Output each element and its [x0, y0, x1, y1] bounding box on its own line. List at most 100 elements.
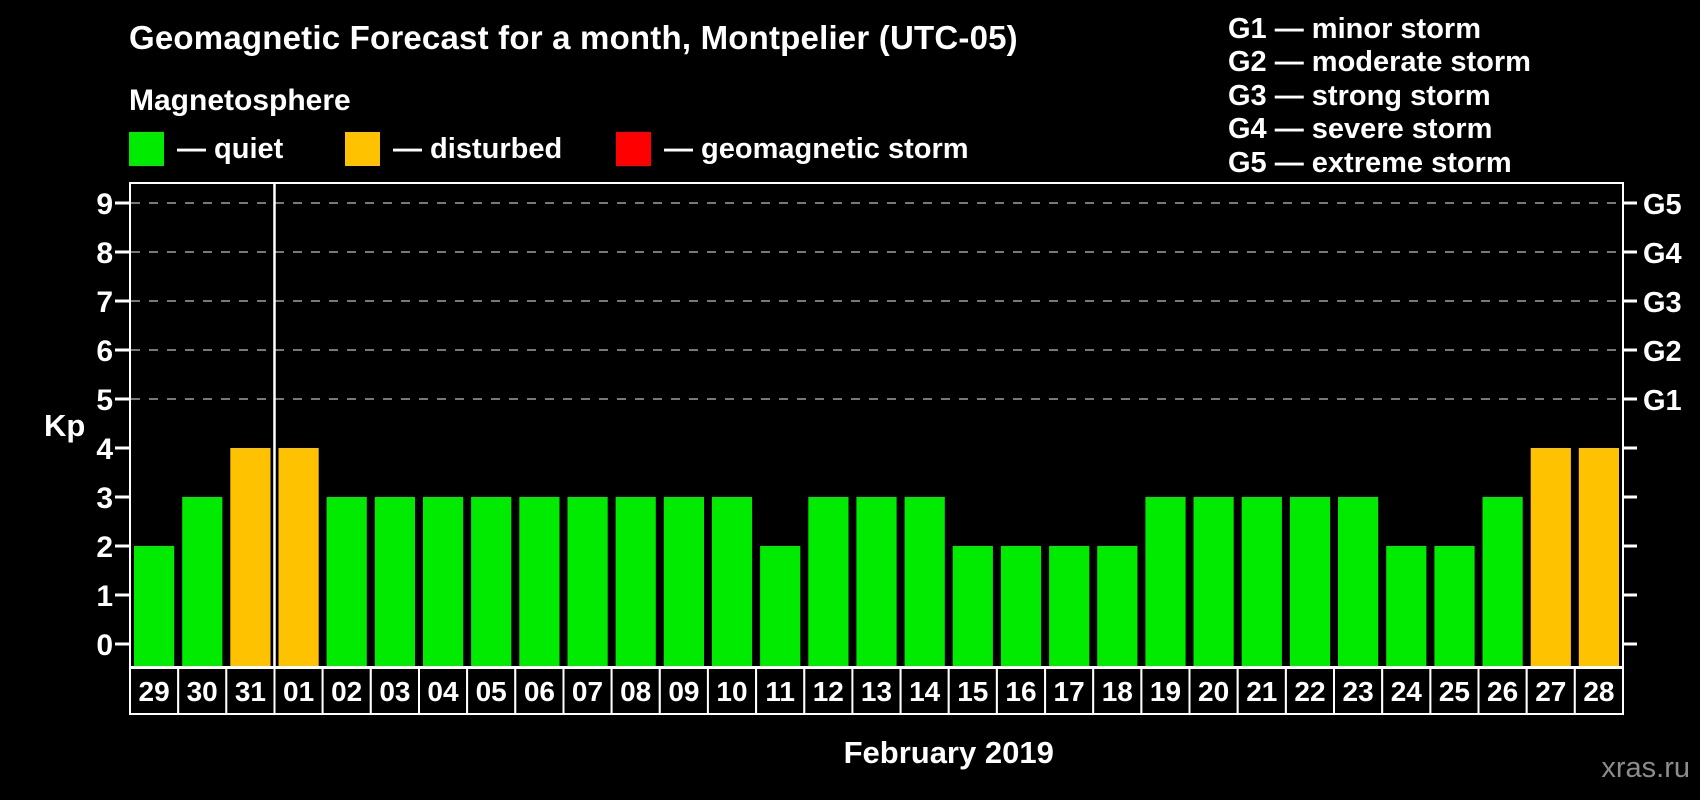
y-axis-title: Kp — [44, 408, 85, 443]
quiet-color-swatch — [129, 132, 164, 166]
kp-bar-day-31 — [230, 448, 271, 666]
day-label: 16 — [1005, 676, 1036, 707]
kp-bar-day-11 — [760, 546, 801, 666]
kp-bar-day-28 — [1578, 448, 1619, 666]
kp-bar-day-25 — [1434, 546, 1475, 666]
day-cell — [610, 667, 661, 715]
day-label: 21 — [1246, 676, 1277, 707]
y-tick-label: 8 — [96, 237, 113, 270]
day-label: 02 — [331, 676, 362, 707]
day-cell — [1573, 667, 1625, 715]
right-axis-label-G4: G4 — [1643, 238, 1682, 270]
right-axis-label-G3: G3 — [1643, 287, 1682, 319]
kp-bar-day-01 — [278, 448, 319, 666]
legend-item-label: — quiet — [177, 132, 284, 165]
day-cell — [418, 667, 469, 715]
chart-title: Geomagnetic Forecast for a month, Montpe… — [129, 19, 1018, 56]
day-cell — [803, 667, 854, 715]
day-label: 09 — [668, 676, 699, 707]
day-label: 27 — [1535, 676, 1566, 707]
day-label: 29 — [139, 676, 170, 707]
kp-bar-day-23 — [1338, 497, 1379, 666]
day-label: 24 — [1391, 676, 1423, 707]
day-label: 30 — [187, 676, 218, 707]
day-cell — [177, 667, 228, 715]
day-label: 08 — [620, 676, 651, 707]
g-scale-legend: G1 — minor storm G2 — moderate storm G3 … — [1228, 13, 1531, 180]
legend-item-label: — geomagnetic storm — [664, 132, 969, 165]
chart-subtitle: Magnetosphere — [129, 84, 351, 117]
y-tick-label: 3 — [96, 482, 113, 515]
day-label: 03 — [379, 676, 410, 707]
kp-bar-day-27 — [1530, 448, 1571, 666]
day-label: 28 — [1583, 676, 1614, 707]
kp-bar-day-16 — [1000, 546, 1042, 666]
y-tick-label: 1 — [96, 580, 113, 613]
day-cell — [1333, 667, 1384, 715]
g-scale-legend-line: G5 — extreme storm — [1228, 146, 1512, 179]
kp-bar-day-30 — [182, 497, 223, 666]
day-cell — [658, 667, 709, 715]
disturbed-color-swatch — [345, 132, 380, 166]
kp-bar-day-14 — [904, 497, 945, 666]
right-axis-label-G1: G1 — [1643, 385, 1682, 417]
day-label: 17 — [1054, 676, 1085, 707]
day-cell — [129, 667, 180, 715]
y-tick-label: 0 — [96, 629, 113, 662]
y-tick-label: 6 — [96, 335, 113, 368]
kp-bar-day-29 — [134, 546, 175, 666]
day-label: 07 — [572, 676, 603, 707]
kp-bar-day-18 — [1097, 546, 1138, 666]
kp-bar-day-20 — [1193, 497, 1234, 666]
legend-item-label: — disturbed — [393, 132, 563, 165]
day-cell — [321, 667, 372, 715]
y-tick-label: 9 — [96, 188, 113, 221]
day-label: 18 — [1102, 676, 1133, 707]
y-tick-label: 4 — [96, 433, 113, 466]
y-tick-label: 5 — [96, 384, 113, 417]
g-scale-legend-line: G1 — minor storm — [1228, 13, 1481, 45]
day-label: 12 — [813, 676, 844, 707]
kp-bar-day-21 — [1241, 497, 1282, 666]
day-label: 05 — [476, 676, 507, 707]
day-label: 13 — [861, 676, 892, 707]
day-cell — [1284, 667, 1336, 715]
day-cell — [562, 667, 613, 715]
kp-bar-day-17 — [1049, 546, 1090, 666]
day-label: 10 — [716, 676, 747, 707]
right-axis-label-G2: G2 — [1643, 336, 1682, 368]
storm-color-swatch — [616, 132, 651, 166]
day-cell — [273, 667, 324, 715]
kp-bar-day-03 — [374, 497, 415, 666]
kp-bar-day-07 — [567, 497, 608, 666]
y-tick-label: 7 — [96, 286, 113, 319]
kp-bar-day-06 — [519, 497, 560, 666]
y-tick-label: 2 — [96, 531, 113, 564]
kp-bar-day-26 — [1482, 497, 1523, 666]
day-label: 01 — [283, 676, 314, 707]
day-cell — [851, 667, 902, 715]
day-label: 15 — [957, 676, 988, 707]
day-label: 26 — [1487, 676, 1518, 707]
kp-bar-day-02 — [326, 497, 367, 666]
kp-bar-day-08 — [615, 497, 656, 666]
kp-bar-day-04 — [423, 497, 464, 666]
g-scale-legend-line: G3 — strong storm — [1228, 79, 1491, 112]
kp-bar-day-13 — [856, 497, 897, 666]
kp-bar-day-15 — [952, 546, 993, 666]
day-cell — [466, 667, 517, 715]
xras-watermark: xras.ru — [1601, 752, 1690, 784]
kp-bar-day-09 — [663, 497, 704, 666]
kp-bar-day-05 — [471, 497, 512, 666]
right-axis-label-G5: G5 — [1643, 189, 1682, 221]
kp-bar-day-10 — [711, 497, 753, 666]
day-cell — [1140, 667, 1191, 715]
day-label: 04 — [427, 676, 459, 707]
legend-item-disturbed: — disturbed — [345, 131, 562, 167]
day-cell — [369, 667, 420, 715]
kp-bar-day-24 — [1386, 546, 1427, 666]
kp-bar-day-12 — [808, 497, 849, 666]
day-label: 31 — [235, 676, 266, 707]
legend-item-quiet: — quiet — [129, 131, 283, 167]
